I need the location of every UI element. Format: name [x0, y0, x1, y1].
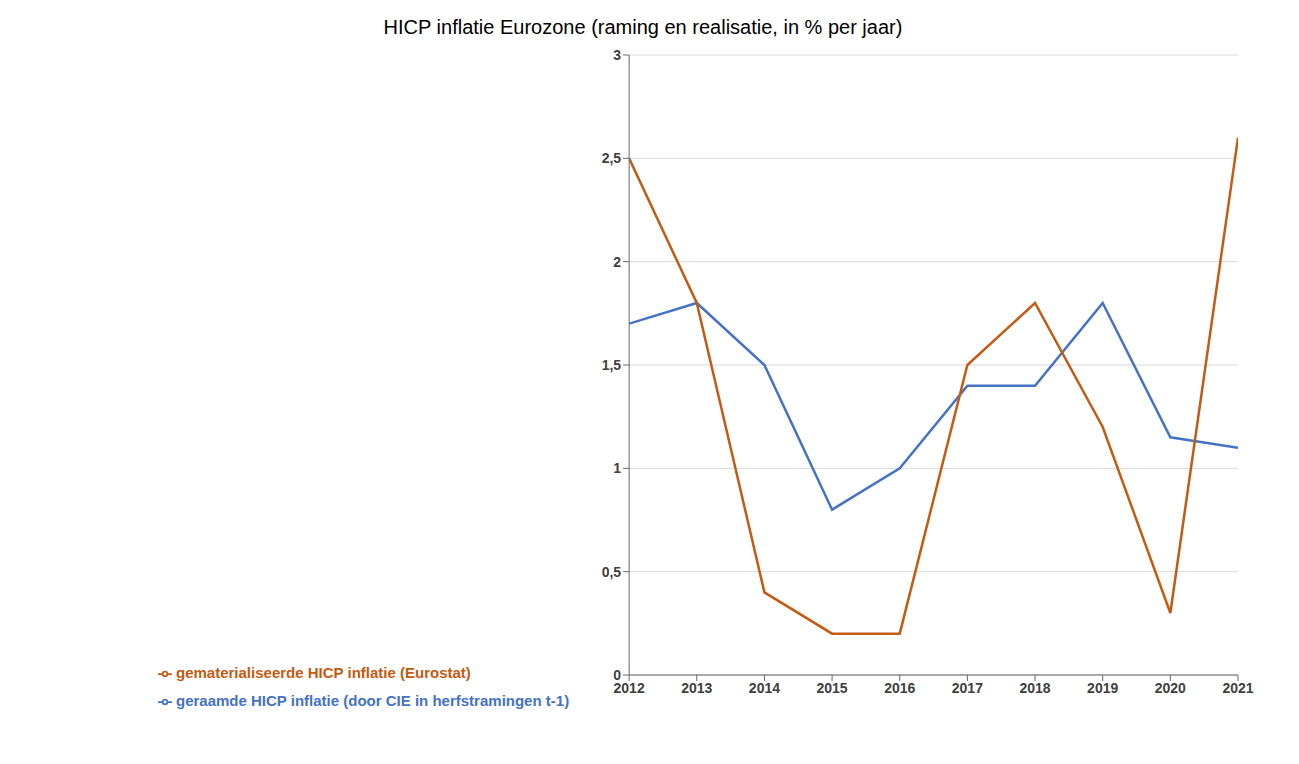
- html-text:geraamde HICP inflatie (door C: geraamde HICP inflatie (door CIE in herf…: [176, 692, 570, 709]
- svg-text:2017: 2017: [952, 680, 983, 696]
- svg-text:1,5: 1,5: [602, 357, 622, 373]
- svg-text:2021: 2021: [1222, 680, 1253, 696]
- svg-text:2016: 2016: [884, 680, 915, 696]
- svg-text:2: 2: [613, 254, 621, 270]
- svg-text:2018: 2018: [1019, 680, 1050, 696]
- svg-text:0: 0: [613, 667, 621, 683]
- svg-text:2020: 2020: [1155, 680, 1186, 696]
- html-text:HICP inflatie Eurozone (raming: HICP inflatie Eurozone (raming en realis…: [383, 16, 903, 38]
- svg-text:2,5: 2,5: [602, 150, 622, 166]
- svg-text:0,5: 0,5: [602, 564, 622, 580]
- svg-text:2019: 2019: [1087, 680, 1118, 696]
- svg-text:2013: 2013: [681, 680, 712, 696]
- svg-text:2014: 2014: [749, 680, 780, 696]
- svg-text:1: 1: [613, 460, 621, 476]
- html-text:gematerialiseerde HICP inflati: gematerialiseerde HICP inflatie (Eurosta…: [176, 664, 471, 681]
- svg-text:2015: 2015: [817, 680, 848, 696]
- svg-text:3: 3: [613, 47, 621, 63]
- svg-text:2012: 2012: [613, 679, 645, 696]
